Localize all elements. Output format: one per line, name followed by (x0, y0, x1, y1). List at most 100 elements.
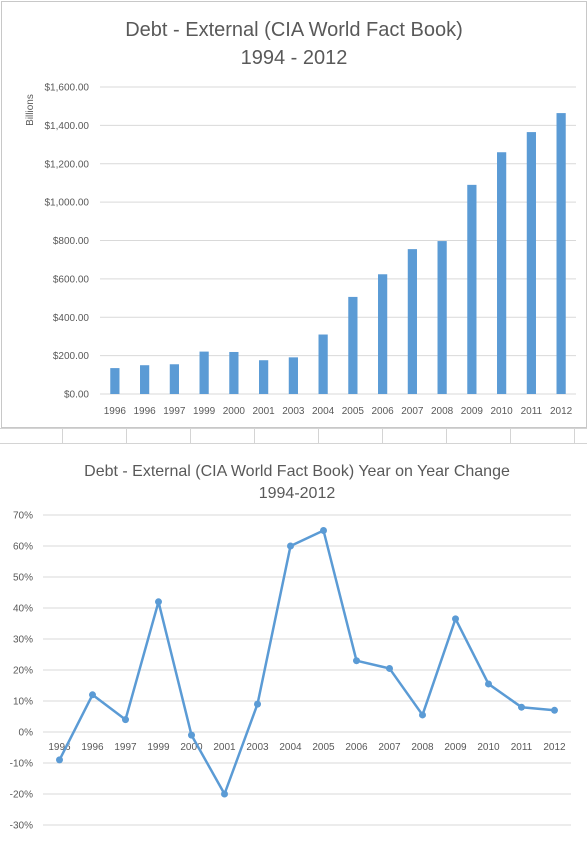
x-tick-label: 2005 (312, 742, 335, 753)
y-tick-label: $1,600.00 (45, 83, 90, 94)
x-tick-label: 1996 (81, 742, 104, 753)
sheet-gridline-v (62, 429, 63, 443)
chart-subtitle: 1994 - 2012 (241, 47, 348, 69)
y-tick-label: $0.00 (64, 390, 89, 401)
bar (110, 368, 120, 394)
x-tick-label: 2012 (550, 406, 573, 417)
sheet-gridline-v (446, 429, 447, 443)
x-tick-label: 2012 (543, 742, 566, 753)
bar (556, 113, 566, 394)
x-tick-label: 2004 (312, 406, 335, 417)
data-point (518, 703, 525, 711)
bar (318, 334, 328, 394)
data-point (551, 706, 558, 714)
x-tick-label: 2005 (342, 406, 365, 417)
data-point (122, 716, 129, 724)
sheet-gridline-v (510, 429, 511, 443)
y-tick-label: -10% (10, 759, 33, 770)
y-tick-label: $800.00 (53, 236, 90, 247)
line-chart-panel[interactable]: Debt - External (CIA World Fact Book) Ye… (0, 445, 587, 845)
x-tick-label: 2009 (461, 406, 484, 417)
bar (229, 351, 239, 394)
y-axis-label: Billions (25, 94, 36, 126)
y-tick-label: -30% (10, 821, 33, 832)
x-tick-label: 1999 (147, 742, 170, 753)
bar (140, 365, 150, 394)
sheet-gridline-v (190, 429, 191, 443)
chart-subtitle: 1994-2012 (259, 485, 336, 502)
bar (259, 360, 269, 394)
x-tick-label: 2001 (213, 742, 236, 753)
x-tick-label: 1996 (104, 406, 127, 417)
x-tick-label: 2010 (477, 742, 500, 753)
data-point (188, 731, 195, 739)
bar (497, 152, 507, 394)
y-tick-label: 20% (13, 666, 33, 677)
x-tick-label: 2008 (431, 406, 454, 417)
y-tick-label: 30% (13, 635, 33, 646)
data-point (287, 542, 294, 550)
x-tick-label: 2006 (372, 406, 395, 417)
y-tick-label: 0% (19, 728, 34, 739)
data-point (89, 691, 96, 699)
x-tick-label: 2003 (282, 406, 305, 417)
sheet-gridline-h (0, 443, 587, 444)
bar (526, 132, 536, 394)
bar (467, 184, 477, 394)
y-tick-label: 50% (13, 573, 33, 584)
x-tick-label: 2008 (411, 742, 434, 753)
x-tick-label: 1999 (193, 406, 216, 417)
x-tick-label: 2007 (378, 742, 401, 753)
data-point (221, 790, 228, 798)
y-tick-label: -20% (10, 790, 33, 801)
sheet-gridline-v (574, 429, 575, 443)
bar (199, 351, 209, 394)
data-point (452, 615, 459, 623)
x-tick-label: 1996 (48, 742, 71, 753)
y-tick-label: 70% (13, 511, 33, 522)
x-tick-label: 2010 (491, 406, 514, 417)
data-point (254, 700, 261, 708)
data-point (353, 657, 360, 665)
bar (437, 241, 447, 394)
x-tick-label: 2003 (246, 742, 269, 753)
y-tick-label: 60% (13, 542, 33, 553)
bar (348, 296, 358, 394)
x-tick-label: 1997 (114, 742, 137, 753)
data-point (386, 664, 393, 672)
x-tick-label: 2011 (511, 742, 533, 753)
y-tick-label: 10% (13, 697, 33, 708)
x-tick-label: 2000 (180, 742, 203, 753)
sheet-gridline-v (254, 429, 255, 443)
bar-chart-panel[interactable]: Debt - External (CIA World Fact Book) 19… (1, 1, 587, 428)
y-tick-label: $600.00 (53, 274, 90, 285)
data-point (155, 598, 162, 606)
data-point (320, 527, 327, 534)
chart-title: Debt - External (CIA World Fact Book) (125, 19, 463, 41)
x-tick-label: 2006 (345, 742, 368, 753)
y-tick-label: $1,200.00 (45, 159, 90, 170)
bar (407, 249, 417, 394)
data-point (419, 711, 426, 719)
y-tick-label: $1,000.00 (45, 198, 90, 209)
y-tick-label: 40% (13, 604, 33, 615)
x-tick-label: 2009 (444, 742, 467, 753)
x-tick-label: 2011 (521, 406, 543, 417)
sheet-gridline-v (318, 429, 319, 443)
data-point (56, 756, 63, 764)
bar-chart: Debt - External (CIA World Fact Book) 19… (25, 19, 576, 417)
bar (378, 274, 388, 394)
x-tick-label: 2007 (401, 406, 424, 417)
y-tick-label: $400.00 (53, 313, 90, 324)
x-tick-label: 1997 (163, 406, 186, 417)
sheet-gridline-v (126, 429, 127, 443)
chart-title: Debt - External (CIA World Fact Book) Ye… (84, 463, 510, 480)
sheet-gridline-h (0, 428, 587, 429)
bar (288, 357, 298, 394)
line-chart: Debt - External (CIA World Fact Book) Ye… (10, 463, 571, 832)
bar (169, 364, 179, 394)
x-tick-label: 1996 (134, 406, 157, 417)
sheet-gridline-v (382, 429, 383, 443)
x-tick-label: 2004 (279, 742, 302, 753)
data-point (485, 680, 492, 688)
